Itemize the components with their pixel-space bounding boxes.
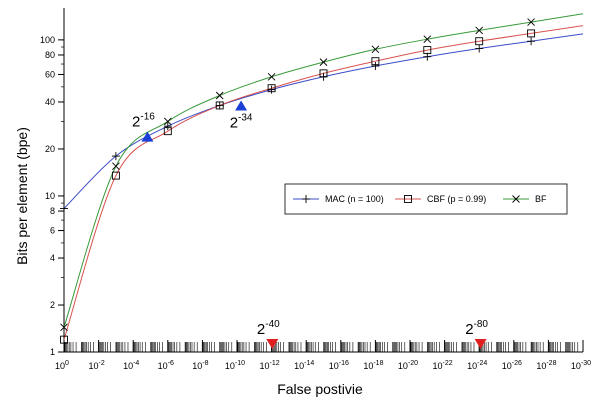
y-tick-label: 80 <box>45 50 55 60</box>
series-1-point-3 <box>215 101 224 110</box>
x-tick-label: 10-12 <box>260 360 280 371</box>
series-0-point-2 <box>163 122 172 131</box>
y-tick-label: 40 <box>45 97 55 107</box>
y-tick-label: 2 <box>50 300 55 310</box>
two-pow-34-marker <box>235 100 248 111</box>
series-2-point-7 <box>423 35 432 44</box>
series-1-point-0 <box>60 335 68 344</box>
series-0-point-4 <box>267 85 276 94</box>
annotations: 2-16 2-34 2-40 2-80 <box>132 100 488 349</box>
series-2-point-0 <box>60 323 68 332</box>
two-pow-80-marker <box>474 339 487 349</box>
x-tick-label: 10-14 <box>294 360 314 371</box>
two-pow-34-label: 2-34 <box>230 112 253 131</box>
x-tick-label: 10-8 <box>192 360 208 371</box>
series-0-point-8 <box>475 44 484 53</box>
legend: MAC (n = 100) CBF (p = 0.99) BF <box>284 183 568 215</box>
series-2-point-9 <box>527 18 535 26</box>
x-tick-label: 10-20 <box>398 360 418 371</box>
series-0-point-6 <box>371 61 380 70</box>
series-0-point-9 <box>527 37 536 46</box>
series-2-point-1 <box>112 162 120 171</box>
series-2-point-4 <box>267 72 276 81</box>
x-tick-label: 10-4 <box>123 360 139 371</box>
series-0-point-3 <box>215 101 224 110</box>
y-tick-label: 4 <box>50 253 55 263</box>
x-axis-title: False postivie <box>277 381 363 397</box>
x-tick-label: 10-6 <box>158 360 174 371</box>
y-tick-label: 8 <box>50 206 55 216</box>
x-tick-label: 10-22 <box>433 360 453 371</box>
series-1-point-9 <box>527 29 536 38</box>
x-tick-label: 10-24 <box>467 360 487 371</box>
x-tick-label: 10-28 <box>536 360 556 371</box>
series-2-point-2 <box>163 117 172 126</box>
series-2-point-5 <box>319 58 328 66</box>
legend-marker-1 <box>404 195 412 203</box>
two-pow-40-label: 2-40 <box>257 319 280 338</box>
two-pow-80-label: 2-80 <box>465 319 488 338</box>
two-pow-16-marker <box>141 131 154 142</box>
x-tick-label: 10-30 <box>571 360 591 371</box>
x-tick-label: 100 <box>55 360 69 371</box>
series-1-point-4 <box>267 84 276 93</box>
x-tick-label: 10-2 <box>88 360 104 371</box>
series-2-point-3 <box>215 91 224 100</box>
legend-label-2: BF <box>535 194 547 204</box>
series-line-2 <box>63 13 584 328</box>
two-pow-40-marker <box>266 339 279 349</box>
y-axis-title: Bits per element (bpe) <box>14 127 30 265</box>
x-tick-label: 10-26 <box>502 360 522 371</box>
series-1-point-7 <box>423 46 432 55</box>
x-tick-label: 10-16 <box>329 360 349 371</box>
legend-marker-2 <box>512 195 520 203</box>
series-2-point-8 <box>475 26 484 35</box>
y-tick-label: 1 <box>50 347 55 357</box>
series-markers <box>60 18 536 344</box>
y-tick-label: 60 <box>45 69 55 79</box>
legend-label-0: MAC (n = 100) <box>325 194 384 204</box>
y-tick-label: 20 <box>45 144 55 154</box>
legend-marker-0 <box>302 195 310 203</box>
y-tick-label: 100 <box>40 35 55 45</box>
series-1-point-5 <box>319 69 328 78</box>
legend-label-1: CBF (p = 0.99) <box>427 194 486 204</box>
y-tick-label: 10 <box>45 191 55 201</box>
series-line-1 <box>63 25 584 340</box>
series-1-point-8 <box>475 37 484 46</box>
series-2-point-6 <box>371 45 380 54</box>
y-tick-label: 6 <box>50 226 55 236</box>
series-1-point-1 <box>111 171 120 180</box>
series-0-point-0 <box>60 204 68 213</box>
x-tick-label: 10-18 <box>363 360 383 371</box>
x-tick-label: 10-10 <box>225 360 245 371</box>
series-1-point-6 <box>371 57 380 66</box>
series-1-point-2 <box>163 127 172 136</box>
series-0-point-1 <box>111 152 120 161</box>
two-pow-16-label: 2-16 <box>132 112 155 131</box>
series-0-point-7 <box>423 52 432 61</box>
